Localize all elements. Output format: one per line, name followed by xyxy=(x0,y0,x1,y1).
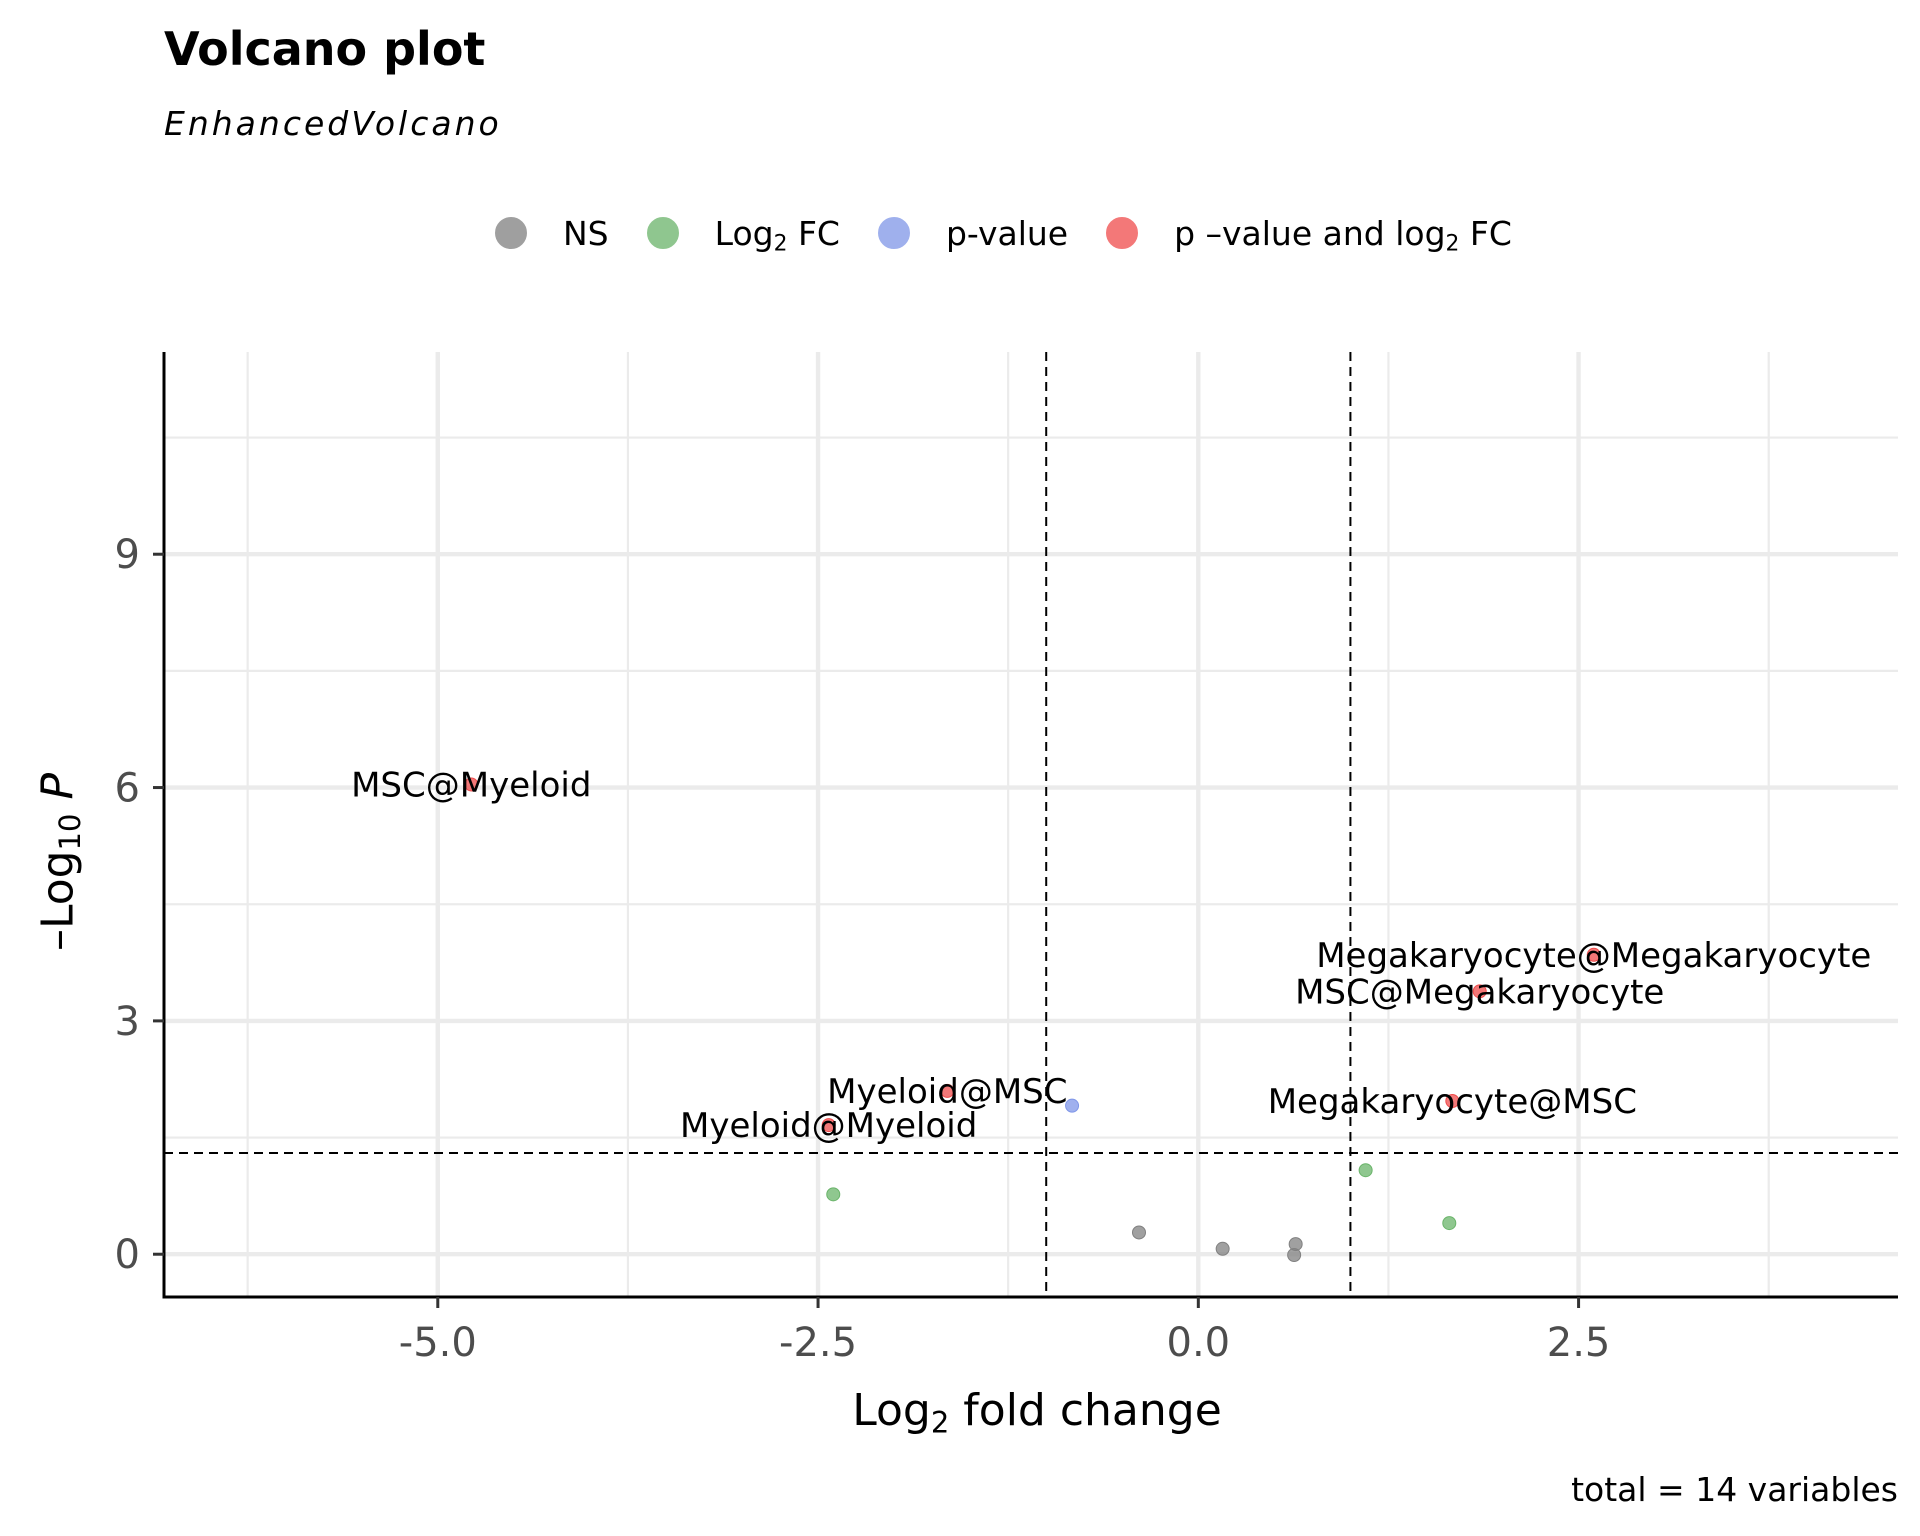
data-point-13 xyxy=(1287,1248,1302,1262)
y-tick-label-3: 9 xyxy=(115,532,140,578)
y-tick-label-1: 3 xyxy=(115,999,140,1045)
x-tick-label-2: 0.0 xyxy=(1167,1320,1231,1366)
data-point-3 xyxy=(1586,947,1601,962)
legend-label-pvalue: p-value xyxy=(945,213,1069,253)
y-tick-label-2: 6 xyxy=(115,766,140,812)
legend-item-log2fc: Log2 FC xyxy=(646,213,840,256)
legend-item-pvalue-and-log2fc: p –value and log2 FC xyxy=(1106,213,1512,256)
data-point-2 xyxy=(821,1118,836,1133)
data-point-4 xyxy=(1472,984,1487,999)
data-point-9 xyxy=(1442,1216,1457,1231)
data-point-6 xyxy=(1065,1098,1080,1113)
point-label-4: MSC@Megakaryocyte xyxy=(1295,972,1664,1012)
point-label-3: Megakaryocyte@Megakaryocyte xyxy=(1316,936,1871,976)
point-label-0: MSC@Myeloid xyxy=(351,765,591,805)
chart-title: Volcano plot xyxy=(164,22,486,76)
point-label-5: Megakaryocyte@MSC xyxy=(1268,1082,1637,1122)
chart-subtitle: EnhancedVolcano xyxy=(164,104,502,143)
legend-item-pvalue: p-value xyxy=(877,213,1069,253)
data-point-1 xyxy=(940,1083,955,1098)
legend-swatch-log2fc xyxy=(646,217,679,249)
data-point-7 xyxy=(826,1187,841,1202)
x-tick-label-1: -2.5 xyxy=(779,1320,857,1366)
legend: NS Log2 FC p-value p –value and log2 FC xyxy=(495,208,1550,258)
legend-label-pvalue-and-log2fc: p –value and log2 FC xyxy=(1174,213,1512,256)
data-point-11 xyxy=(1215,1241,1230,1256)
legend-swatch-pvalue-and-log2fc xyxy=(1106,217,1139,249)
data-point-0 xyxy=(464,777,479,792)
y-tick-label-0: 0 xyxy=(115,1232,140,1278)
data-point-5 xyxy=(1445,1094,1460,1108)
point-label-1: Myeloid@MSC xyxy=(827,1072,1067,1112)
legend-swatch-pvalue xyxy=(877,217,910,249)
x-tick-label-0: -5.0 xyxy=(399,1320,477,1366)
data-point-10 xyxy=(1131,1225,1146,1240)
legend-label-ns: NS xyxy=(563,213,609,253)
point-label-2: Myeloid@Myeloid xyxy=(680,1106,977,1146)
legend-item-ns: NS xyxy=(495,214,609,253)
x-tick-label-3: 2.5 xyxy=(1547,1320,1611,1366)
data-point-8 xyxy=(1358,1163,1373,1178)
legend-label-log2fc: Log2 FC xyxy=(714,213,840,256)
y-axis-title: –Log10 P xyxy=(32,772,87,952)
x-axis-title: Log2 fold change xyxy=(852,1385,1222,1440)
chart-caption: total = 14 variables xyxy=(1571,1470,1898,1509)
legend-swatch-ns xyxy=(495,217,527,249)
